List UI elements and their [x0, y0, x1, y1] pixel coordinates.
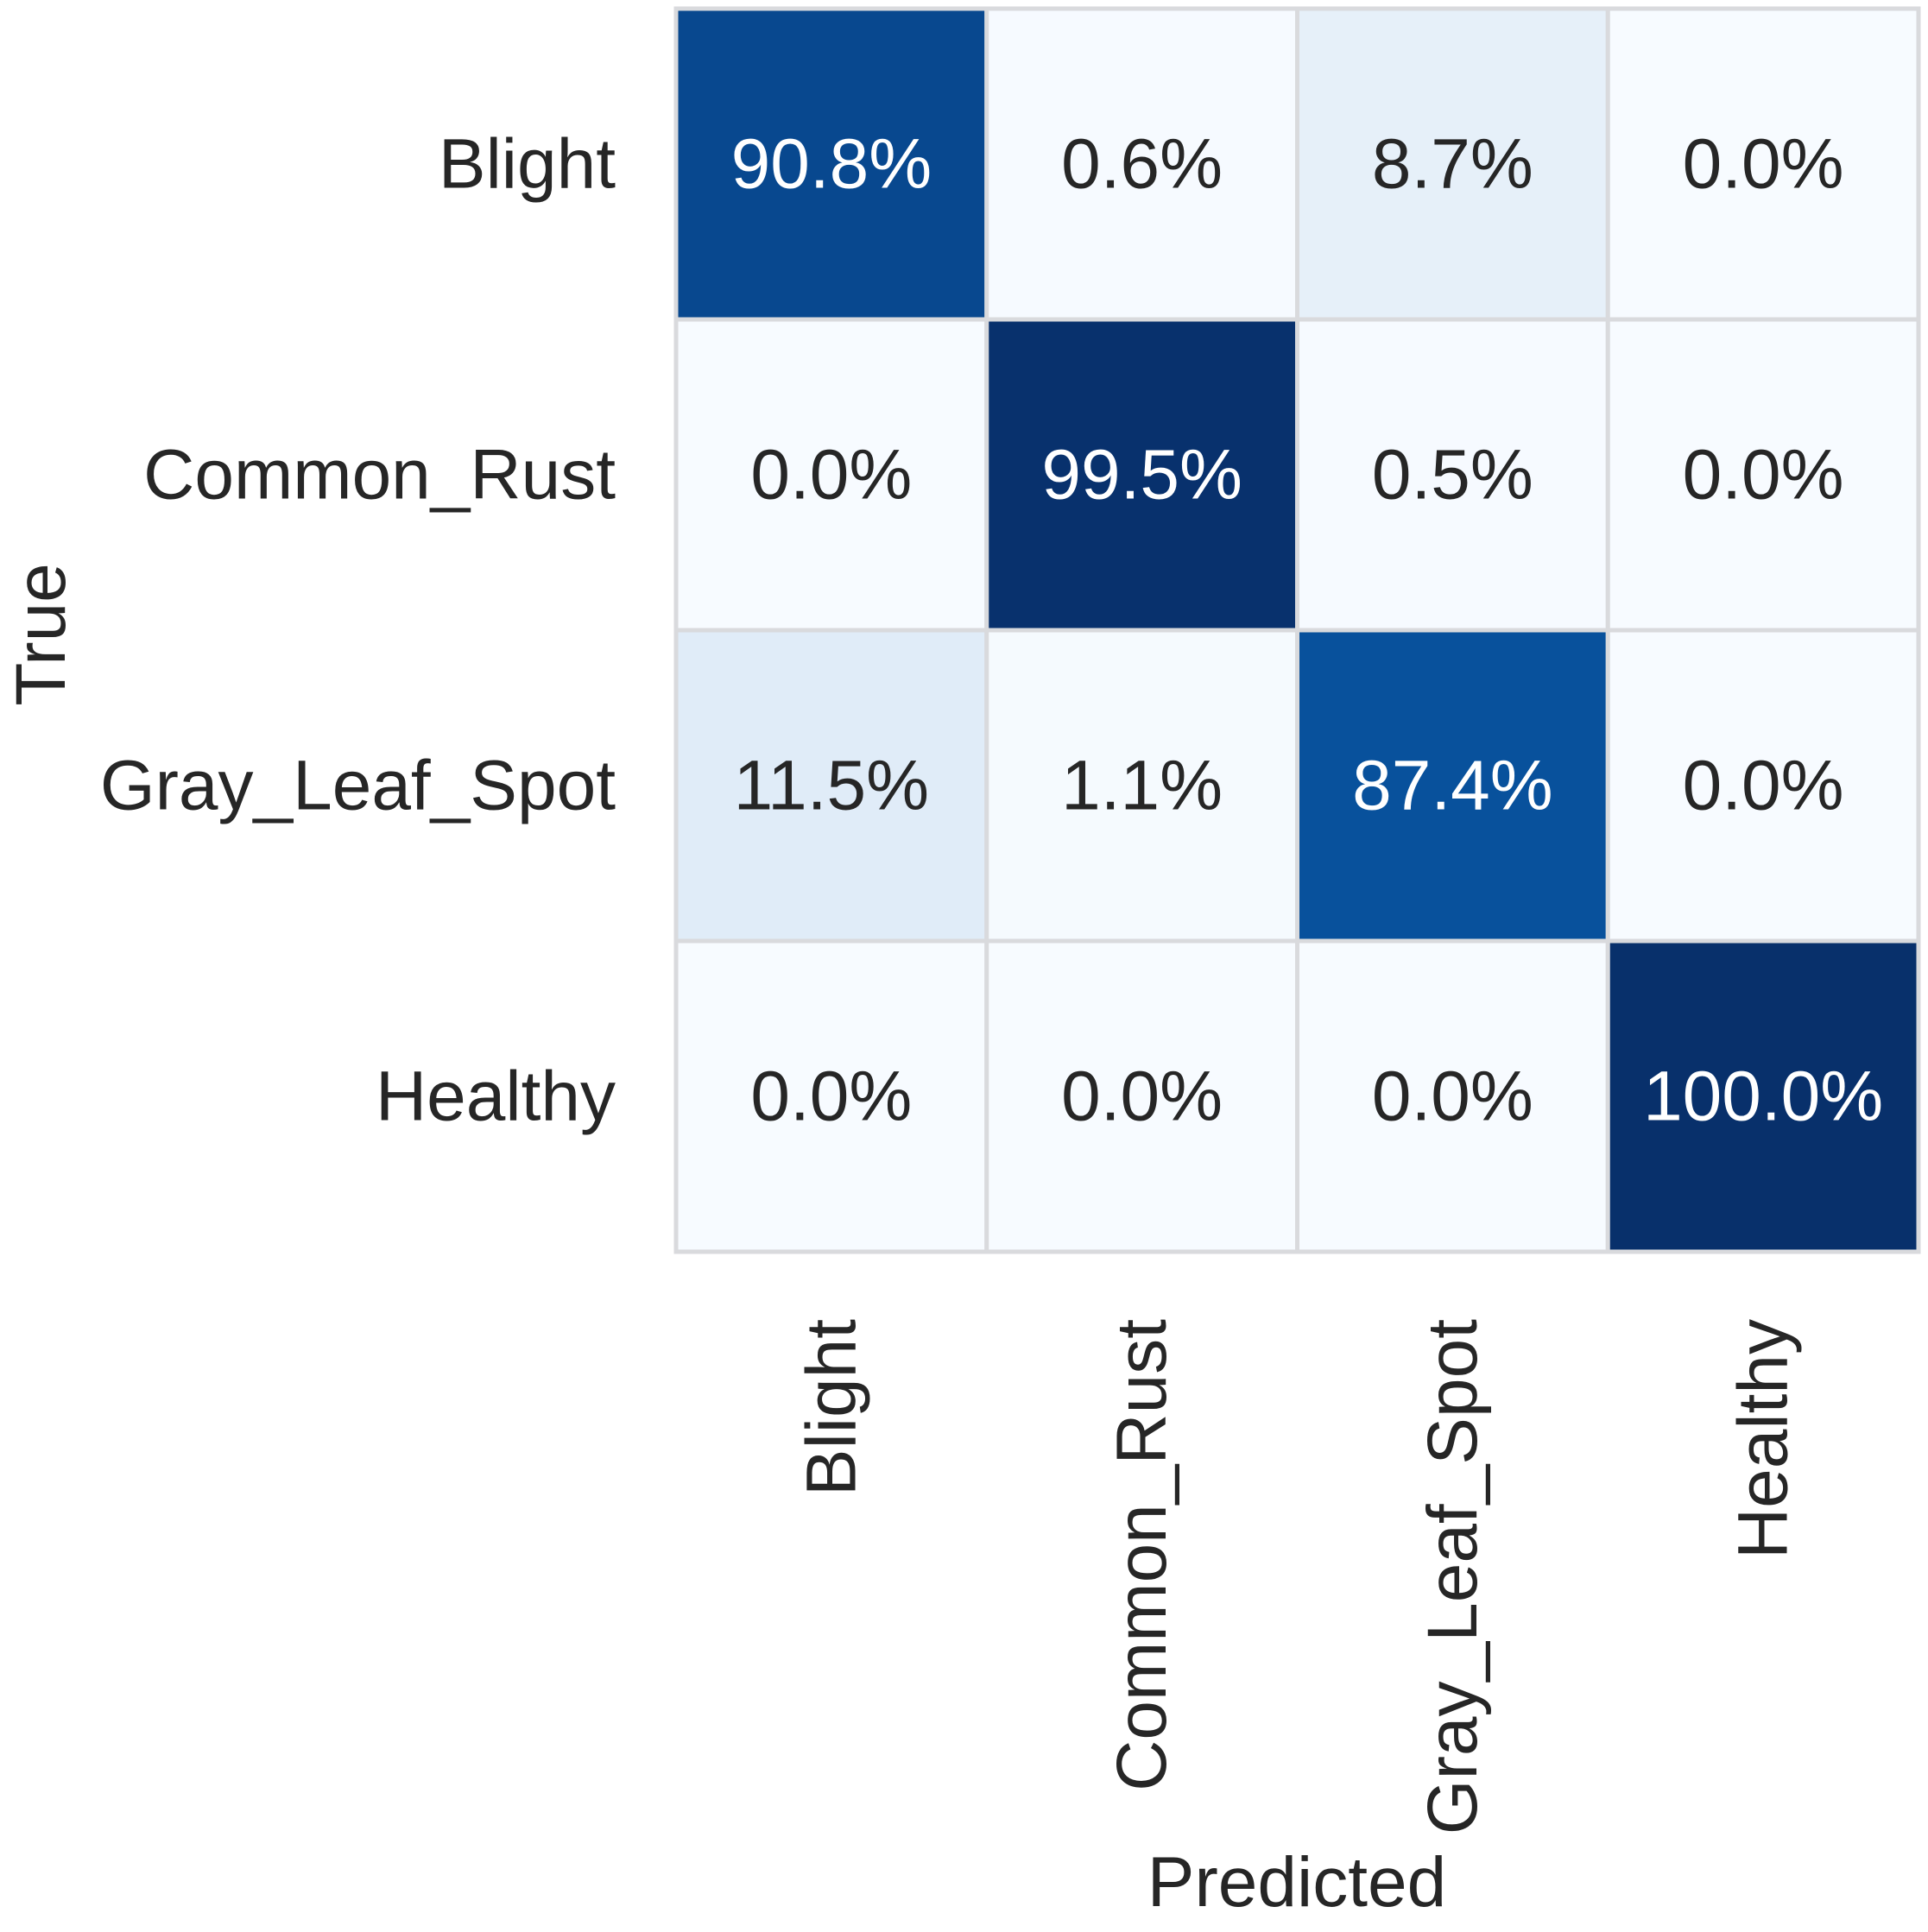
heatmap-cell-r2-c3 [1605, 628, 1921, 944]
x-tick-label-1: Common_Rust [1103, 1319, 1181, 1791]
x-tick-label-2: Gray_Leaf_Spot [1413, 1319, 1492, 1834]
cell-value-label-r3-c1: 0.0% [1061, 1058, 1223, 1136]
cell-value-label-r0-c1: 0.6% [1061, 125, 1223, 204]
heatmap-cell-r3-c1 [984, 938, 1299, 1254]
cell-value-label-r2-c0: 11.5% [734, 747, 929, 825]
cell-value-label-r2-c2: 87.4% [1352, 747, 1553, 825]
cell-value-label-r0-c0: 90.8% [731, 125, 932, 204]
y-axis-label: True [2, 563, 80, 706]
cell-value-label-r3-c2: 0.0% [1372, 1058, 1533, 1136]
heatmap-cell-r1-c3 [1605, 317, 1921, 633]
heatmap-cell-r3-c3 [1605, 938, 1921, 1254]
x-axis-tick-labels: Blight Common_Rust Gray_Leaf_Spot Healthy [792, 1319, 1802, 1834]
heatmap-cell-r0-c1 [984, 6, 1299, 322]
heatmap-frame [674, 7, 1920, 1253]
cell-value-label-r1-c1: 99.5% [1041, 436, 1242, 515]
y-axis-tick-labels: Blight Common_Rust Gray_Leaf_Spot Healthy [100, 125, 616, 1136]
cell-value-label-r1-c2: 0.5% [1372, 436, 1533, 515]
x-tick-label-0: Blight [792, 1319, 870, 1496]
y-tick-label-2: Gray_Leaf_Spot [100, 747, 616, 825]
cell-value-label-r1-c0: 0.0% [750, 436, 912, 515]
cell-value-label-r0-c3: 0.0% [1683, 125, 1844, 204]
heatmap-cell-r2-c1 [984, 628, 1299, 944]
heatmap-cell-r0-c3 [1605, 6, 1921, 322]
y-tick-label-0: Blight [439, 125, 616, 204]
cell-value-label-r0-c2: 8.7% [1372, 125, 1533, 204]
heatmap-cells [673, 6, 1921, 1254]
cell-value-label-r2-c3: 0.0% [1683, 747, 1844, 825]
heatmap-cell-r0-c0 [673, 6, 989, 322]
heatmap-cell-r1-c1 [984, 317, 1299, 633]
heatmap-cell-labels: 90.8% 0.6% 8.7% 0.0% 0.0% 99.5% 0.5% 0.0% 11.5% 1… [731, 125, 1884, 1136]
y-tick-label-1: Common_Rust [143, 436, 616, 515]
x-axis-label: Predicted [1147, 1843, 1446, 1922]
cell-value-label-r3-c0: 0.0% [750, 1058, 912, 1136]
cell-value-label-r2-c1: 1.1% [1061, 747, 1223, 825]
x-tick-label-3: Healthy [1724, 1319, 1803, 1559]
cell-value-label-r1-c3: 0.0% [1683, 436, 1844, 515]
y-tick-label-3: Healthy [376, 1058, 616, 1136]
cell-value-label-r3-c3: 100.0% [1643, 1058, 1883, 1136]
